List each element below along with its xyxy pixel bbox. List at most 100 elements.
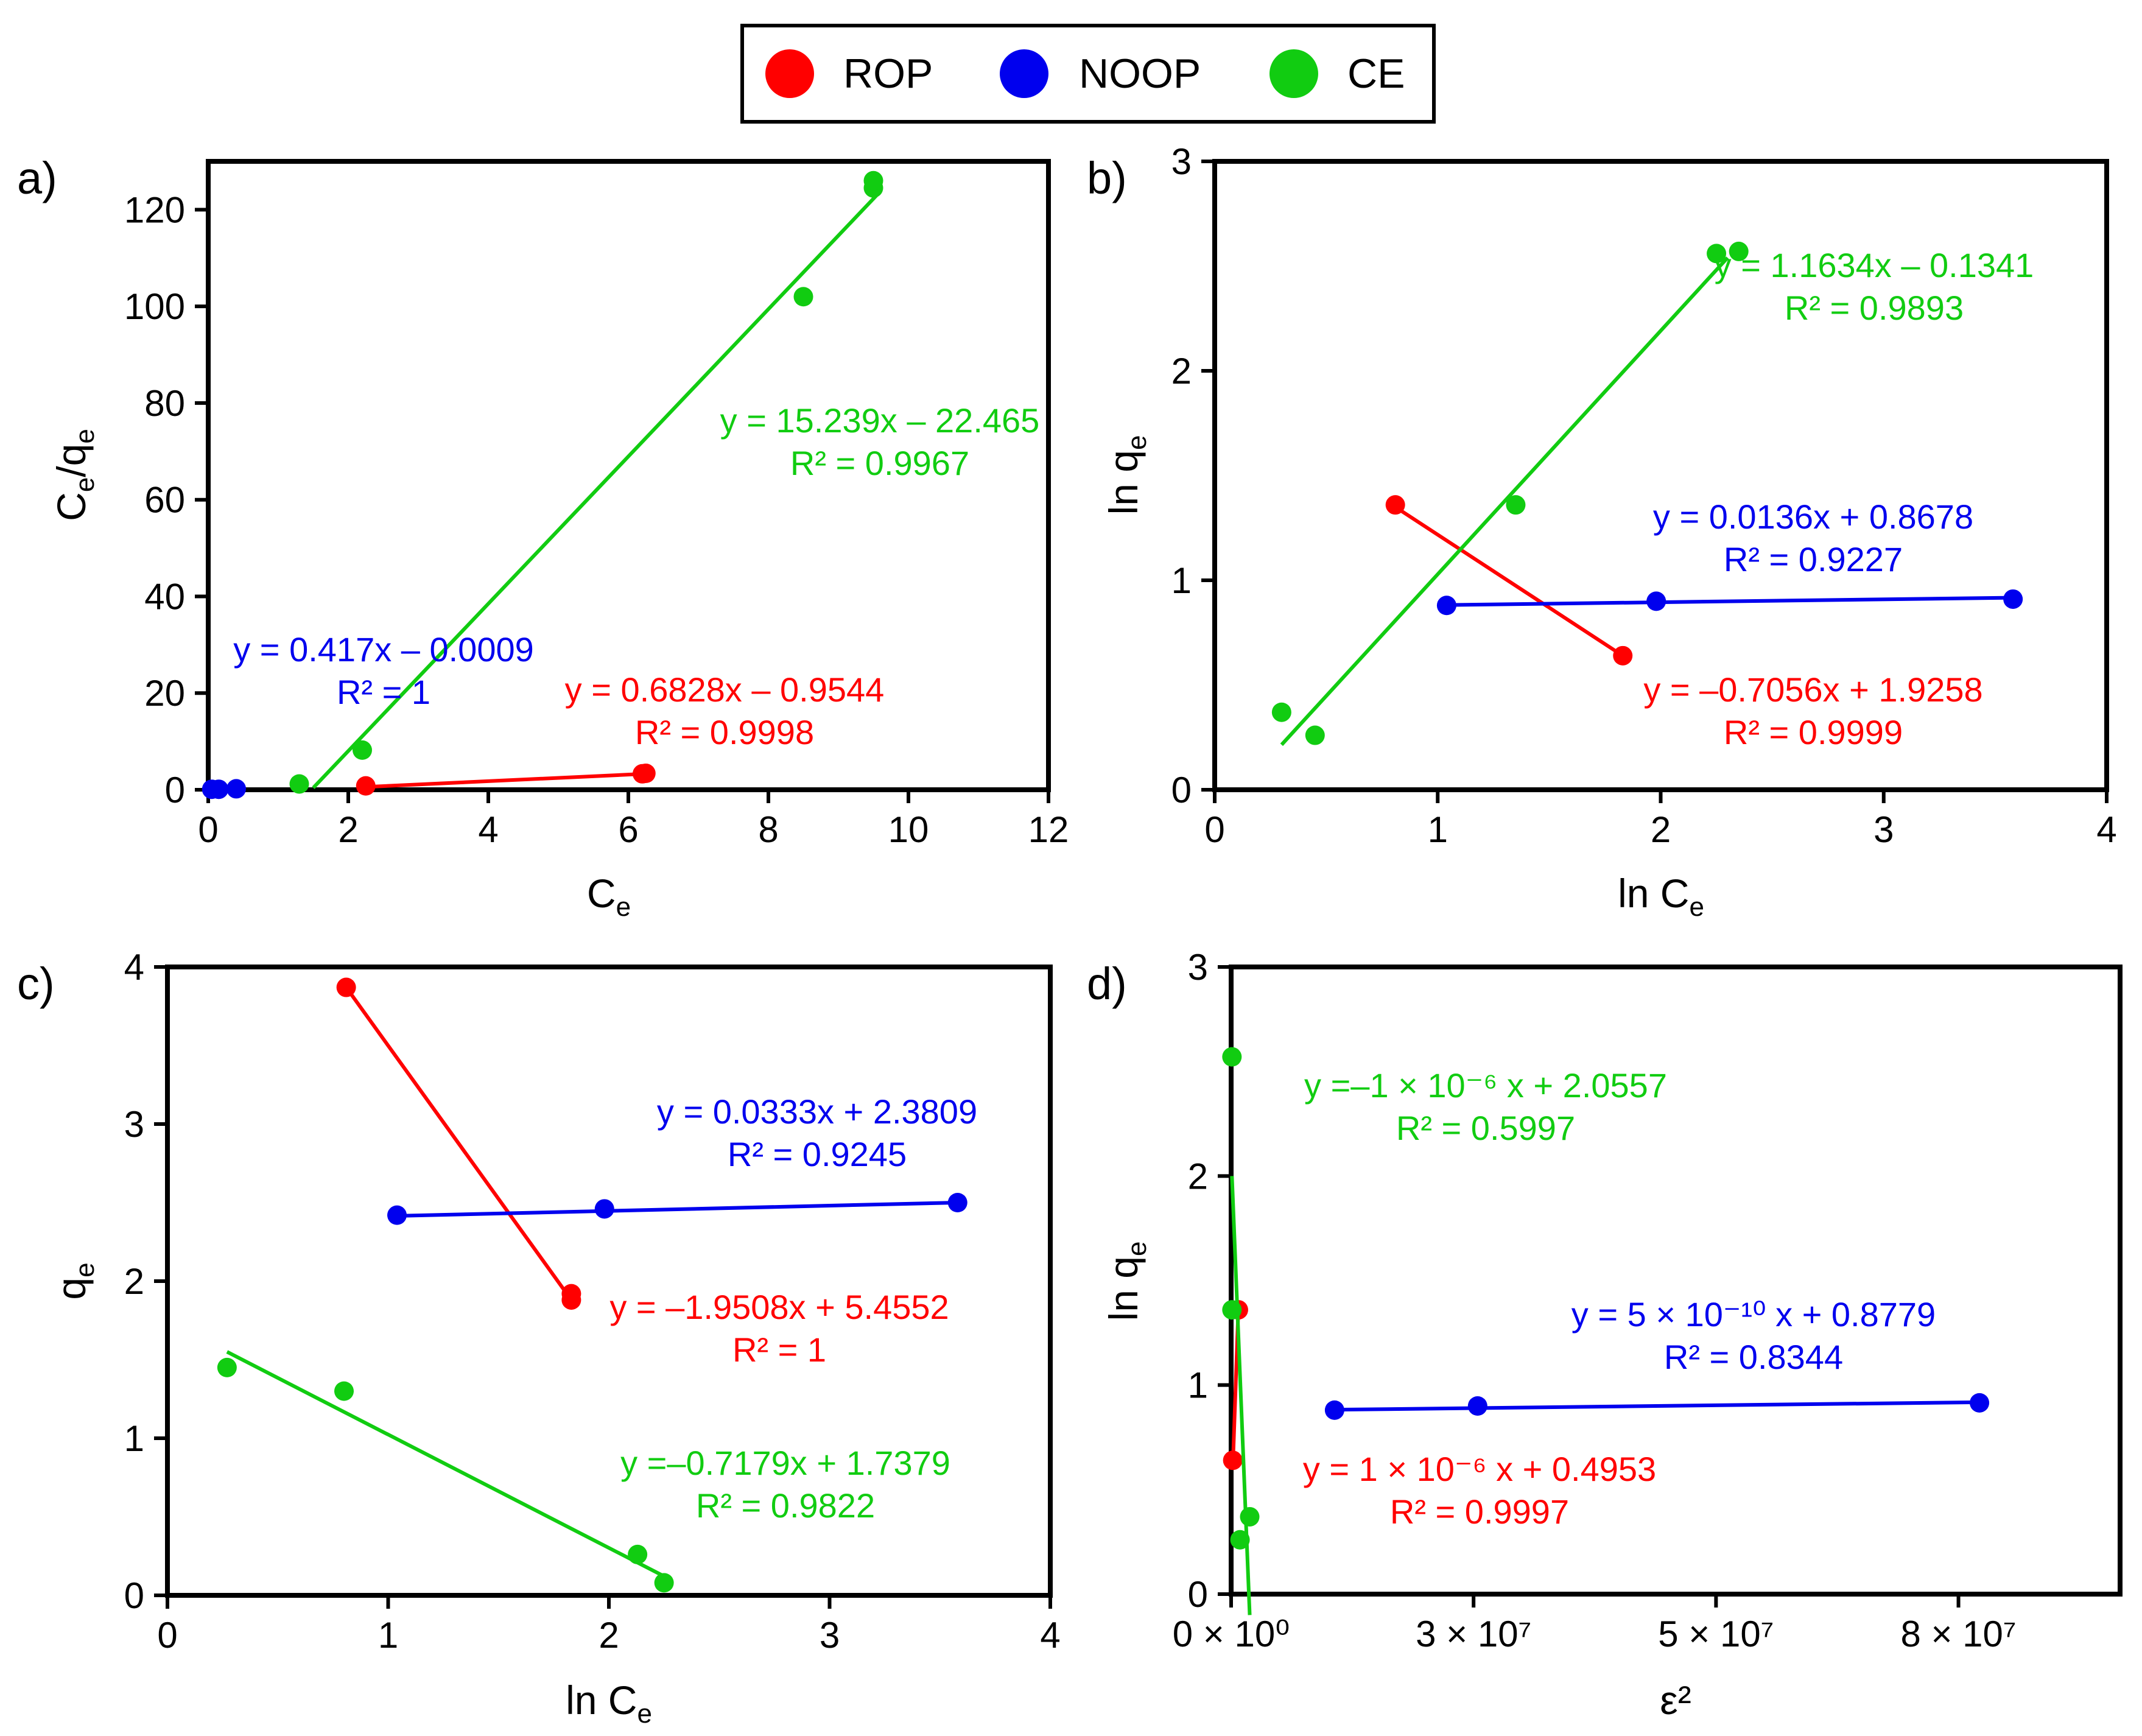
panel-b-ytick-label: 3 [1171,141,1192,182]
panel-c-trendline-rop [345,986,573,1301]
panel-d-ytick-label: 1 [1188,1365,1208,1406]
panel-b-eq-ce: y = 1.1634x – 0.1341 [1715,246,2034,284]
panel-b-xtick-label: 3 [1873,809,1894,850]
panel-b-ticks: 0 1 2 3 4 0 1 2 3 [1171,141,2117,850]
panel-b-series [1271,241,2023,747]
panel-b-xlabel-main: ln C [1618,871,1689,916]
legend-label-rop: ROP [843,51,933,97]
panel-b-point-ce [1707,244,1727,264]
panel-b-xlabel: ln Ce [1618,871,1704,922]
panel-c-point-rop [336,977,356,997]
panel-a-point-rop [636,764,656,784]
panel-a-xlabel-sub: e [616,892,631,922]
panel-c-ytick-label: 2 [124,1261,144,1302]
panel-a-point-ce [289,774,309,794]
panel-c-ytick-label: 0 [124,1575,144,1616]
panel-d-trendline-noop [1334,1400,1980,1412]
panel-d-xtick-label: 3 × 10⁷ [1416,1614,1531,1654]
panel-d-ytick-label: 0 [1188,1574,1208,1615]
legend: ROP NOOP CE [740,24,1436,124]
panel-a-r2-rop: R² = 0.9998 [635,713,814,751]
panel-a-point-rop [356,776,376,796]
panel-c-r2-noop: R² = 0.9245 [728,1135,907,1173]
panel-a-xtick-label: 8 [758,809,778,850]
panel-c-ytick-label: 4 [124,947,144,988]
panel-c-frame [165,965,1053,1598]
panel-a-ylabel-sub1: e [70,477,100,492]
panel-d-eq-noop: y = 5 × 10⁻¹⁰ x + 0.8779 [1571,1295,1936,1334]
panel-d-point-noop [1324,1400,1344,1420]
panel-b-point-noop [1646,591,1666,611]
panel-c-point-ce [628,1544,648,1564]
panel-c-point-ce [654,1573,674,1593]
panel-a-xtick-label: 2 [338,809,358,850]
panel-a-xtick-label: 4 [478,809,498,850]
panel-d-point-ce [1230,1530,1250,1550]
panel-d: d) ε² ln qe 0 × 10⁰ 3 × 10⁷ 5 × 10⁷ 8 × 10⁷… [1087,947,2123,1723]
panel-c-xtick-label: 2 [599,1615,619,1656]
panel-b-r2-ce: R² = 0.9893 [1785,289,1964,327]
panel-a-ylabel-c: C [49,492,94,521]
panel-c-ticks: 0 1 2 3 4 0 1 2 3 4 [124,947,1061,1656]
legend-marker-noop [1000,49,1048,98]
panel-d-eq-rop: y = 1 × 10⁻⁶ x + 0.4953 [1303,1450,1656,1488]
panel-a-ytick-label: 40 [144,576,185,617]
panel-a-xlabel: Ce [587,871,631,922]
panel-b-point-noop [2003,589,2023,609]
panel-c-xtick-label: 4 [1040,1615,1060,1656]
panel-a-eq-rop: y = 0.6828x – 0.9544 [565,670,885,709]
panel-b-trendline-noop [1446,596,2014,607]
panel-d-point-ce [1240,1506,1260,1527]
panel-d-label: d) [1087,958,1127,1009]
panel-c-eq-rop: y = –1.9508x + 5.4552 [609,1288,949,1326]
panel-a-point-noop [226,779,246,799]
panel-b-point-ce [1506,495,1526,515]
panel-b-r2-noop: R² = 0.9227 [1724,540,1903,578]
panel-b-ytick-label: 0 [1171,770,1192,810]
panel-c-r2-rop: R² = 1 [732,1330,826,1369]
panel-a-ylabel: Ce/qe [49,429,100,521]
panel-b-xlabel-sub: e [1689,892,1704,922]
panel-b-eq-rop: y = –0.7056x + 1.9258 [1643,670,1982,709]
panel-a-point-ce [863,170,883,191]
legend-label-ce: CE [1347,51,1405,97]
panel-c-xlabel-main: ln C [566,1678,637,1723]
panel-d-ylabel-sub: e [1122,1242,1152,1256]
panel-c-point-noop [594,1199,614,1219]
panel-a-trendline-ce [312,190,882,789]
panel-c-ytick-label: 3 [124,1104,144,1145]
panel-b-point-noop [1436,596,1456,616]
panel-c-point-ce [334,1381,354,1401]
panel-a-xtick-label: 10 [888,809,929,850]
panel-d-xlabel: ε² [1660,1678,1691,1723]
panel-d-frame [1229,965,2123,1597]
panel-d-ylabel: ln qe [1101,1242,1152,1321]
panel-c-r2-ce: R² = 0.9822 [696,1486,875,1525]
panel-b-xtick-label: 2 [1651,809,1671,850]
panel-b-ylabel-sub: e [1122,435,1152,450]
panel-a-label: a) [17,153,57,203]
panel-a-r2-ce: R² = 0.9967 [790,444,969,482]
panel-d-xtick-label: 0 × 10⁰ [1173,1614,1290,1654]
panel-c-xtick-label: 3 [820,1615,840,1656]
panel-a-point-noop [209,779,229,799]
panel-c-point-ce [217,1357,237,1377]
panel-b-point-ce [1271,702,1291,722]
panel-b-ylabel-main: ln q [1101,450,1146,515]
panel-a-ytick-label: 120 [124,189,185,230]
panel-c-eq-ce: y =–0.7179x + 1.7379 [620,1444,950,1482]
panel-b-point-rop [1385,495,1405,515]
panel-b-label: b) [1087,153,1127,203]
panel-a-ylabel-q: /q [49,444,94,477]
panel-a-point-ce [353,740,372,760]
panel-d-eq-ce: y =–1 × 10⁻⁶ x + 2.0557 [1304,1066,1667,1105]
panel-d-point-rop [1223,1450,1243,1471]
panel-a-r2-noop: R² = 1 [337,673,430,711]
panel-c-xlabel: ln Ce [566,1678,652,1729]
panel-a-xtick-label: 0 [198,809,218,850]
panel-c-ytick-label: 1 [124,1418,144,1459]
